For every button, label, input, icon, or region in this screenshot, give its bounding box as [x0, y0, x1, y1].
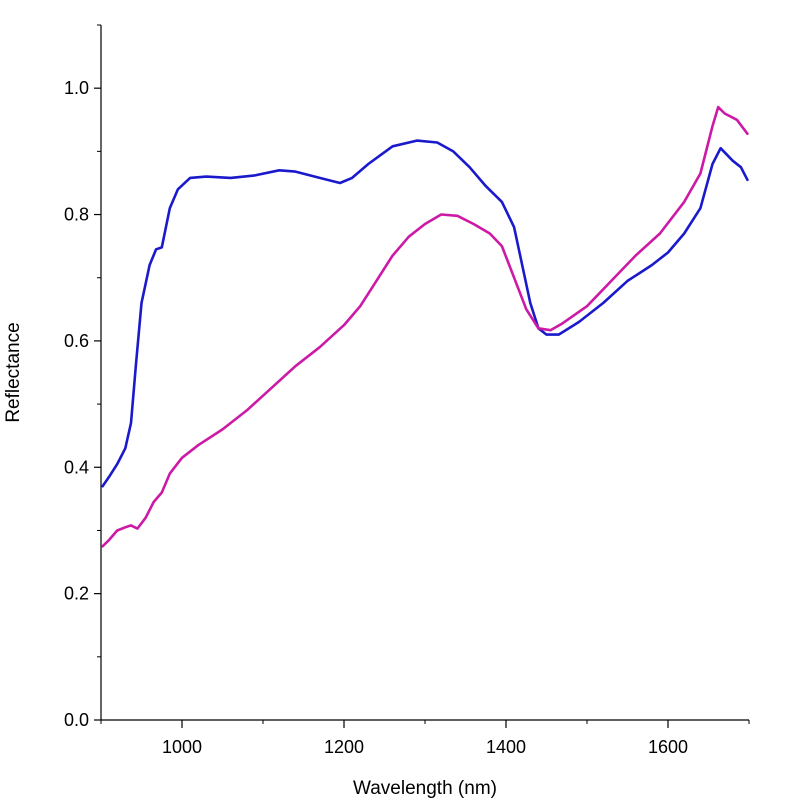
axes: 0.0 0.2 0.4 0.6 0.8 1.0 1000 1200 1400 1600 — [64, 24, 750, 757]
series-layer — [101, 105, 749, 548]
x-tick-label: 1600 — [648, 737, 688, 757]
series-line-1 — [101, 139, 749, 488]
series-line-2 — [101, 105, 749, 548]
y-tick-label: 0.6 — [64, 331, 89, 351]
y-tick-label: 1.0 — [64, 78, 89, 98]
y-tick-label: 0.4 — [64, 457, 89, 477]
x-tick-label: 1200 — [324, 737, 364, 757]
y-tick-label: 0.8 — [64, 205, 89, 225]
x-axis-title: Wavelength (nm) — [353, 778, 497, 799]
x-tick-label: 1400 — [486, 737, 526, 757]
y-tick-label: 0.2 — [64, 584, 89, 604]
y-axis-title: Reflectance — [3, 322, 24, 422]
x-tick-label: 1000 — [162, 737, 202, 757]
y-tick-label: 0.0 — [64, 710, 89, 730]
